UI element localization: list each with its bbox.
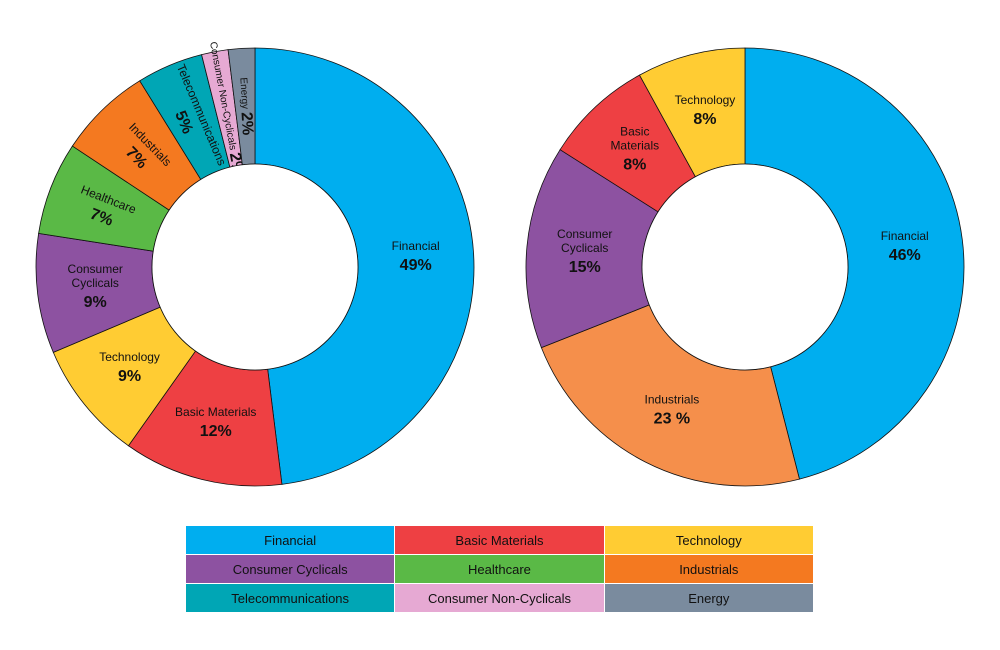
slice-label-technology: Technology 9% (99, 350, 160, 385)
legend-item-industrials: Industrials (604, 555, 814, 584)
svg-text:Energy2%: Energy2% (235, 77, 256, 136)
legend-label: Consumer Cyclicals (232, 561, 348, 577)
svg-text:8%: 8% (623, 157, 646, 174)
slice-label-financial: Financial 46% (881, 229, 929, 264)
slice-label-industrials: Industrials 23 % (645, 392, 700, 427)
legend-item-financial: Financial (186, 526, 396, 555)
legend-label: Telecommunications (231, 590, 350, 606)
svg-text:8%: 8% (693, 111, 716, 128)
slice-label-financial: Financial 49% (392, 239, 440, 274)
legend-item-telecommunications: Telecommunications (186, 584, 396, 613)
donut-hole (151, 163, 359, 371)
legend: Financial Basic Materials Technology Consum… (186, 526, 814, 613)
donut-hole (641, 163, 849, 371)
legend-label: Healthcare (468, 561, 531, 577)
svg-text:Consumer: Consumer (557, 227, 612, 241)
legend-label: Financial (264, 532, 317, 548)
svg-text:Technology: Technology (675, 93, 736, 107)
slice-label-basic-materials: Basic Materials 12% (175, 405, 256, 440)
svg-text:23 %: 23 % (654, 410, 690, 427)
svg-text:Basic: Basic (620, 125, 649, 139)
donut-chart-1: Financial 49% Basic Materials 12% Technology… (35, 41, 475, 487)
legend-label: Industrials (679, 561, 739, 577)
slice-label-energy: Energy2% (235, 77, 256, 136)
svg-text:Financial: Financial (392, 239, 440, 253)
svg-text:9%: 9% (84, 294, 107, 311)
svg-text:Materials: Materials (610, 139, 659, 153)
svg-text:Technology: Technology (99, 350, 160, 364)
svg-text:Financial: Financial (881, 229, 929, 243)
legend-item-basic-materials: Basic Materials (395, 526, 605, 555)
legend-item-energy: Energy (604, 584, 814, 613)
legend-item-consumer-non-cyclicals: Consumer Non-Cyclicals (395, 584, 605, 613)
legend-label: Technology (675, 532, 742, 548)
legend-label: Energy (688, 590, 730, 606)
svg-text:49%: 49% (400, 257, 432, 274)
svg-text:15%: 15% (569, 259, 601, 276)
svg-text:9%: 9% (118, 368, 141, 385)
svg-text:46%: 46% (889, 247, 921, 264)
svg-text:12%: 12% (200, 423, 232, 440)
svg-text:Cyclicals: Cyclicals (561, 241, 608, 255)
svg-text:Basic Materials: Basic Materials (175, 405, 256, 419)
svg-text:Cyclicals: Cyclicals (72, 276, 119, 290)
legend-label: Basic Materials (455, 532, 544, 548)
legend-label: Consumer Non-Cyclicals (427, 590, 572, 606)
slice-label-technology: Technology 8% (675, 93, 736, 128)
charts-canvas: Financial 49% Basic Materials 12% Technology… (35, 41, 965, 487)
donut-chart-2: Financial 46% Industrials 23 % ConsumerCycli… (525, 47, 965, 487)
svg-text:Consumer: Consumer (68, 262, 123, 276)
legend-item-healthcare: Healthcare (395, 555, 605, 584)
legend-item-technology: Technology (604, 526, 814, 555)
svg-text:Industrials: Industrials (645, 392, 700, 406)
legend-item-consumer-cyclicals: Consumer Cyclicals (186, 555, 396, 584)
